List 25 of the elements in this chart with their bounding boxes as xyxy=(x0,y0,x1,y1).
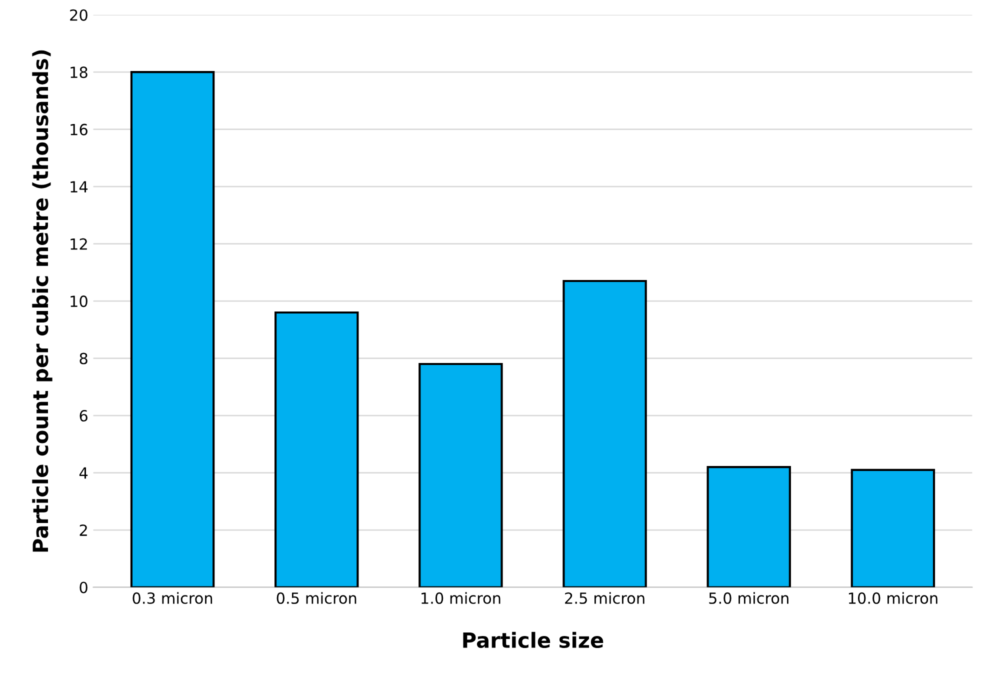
y-axis-title: Particle count per cubic metre (thousands) xyxy=(32,50,52,552)
y-tick-label: 6 xyxy=(80,410,88,422)
y-tick-label: 20 xyxy=(70,9,88,21)
y-tick-label: 0 xyxy=(80,582,88,594)
x-tick-label: 1.0 micron xyxy=(422,592,500,604)
bar xyxy=(418,362,503,588)
bar xyxy=(562,280,647,588)
bar xyxy=(706,466,791,588)
x-tick-label: 10.0 micron xyxy=(848,592,938,604)
x-axis-title: Particle size xyxy=(463,632,604,648)
y-tick-label: 14 xyxy=(70,181,88,192)
y-tick-label: 16 xyxy=(70,124,88,136)
y-tick-label: 12 xyxy=(70,238,87,250)
y-tick-label: 18 xyxy=(70,66,88,78)
y-tick-label: 10 xyxy=(70,296,88,308)
y-tick-label: 4 xyxy=(79,467,88,479)
bar xyxy=(274,311,359,588)
bar xyxy=(130,71,215,588)
x-tick-label: 5.0 micron xyxy=(709,592,788,604)
bar xyxy=(850,468,936,588)
x-tick-label: 2.5 micron xyxy=(565,592,644,604)
y-tick-label: 8 xyxy=(80,352,88,364)
x-tick-label: 0.5 micron xyxy=(276,592,356,604)
x-tick-label: 0.3 micron xyxy=(132,592,212,604)
y-tick-label: 2 xyxy=(80,524,87,536)
